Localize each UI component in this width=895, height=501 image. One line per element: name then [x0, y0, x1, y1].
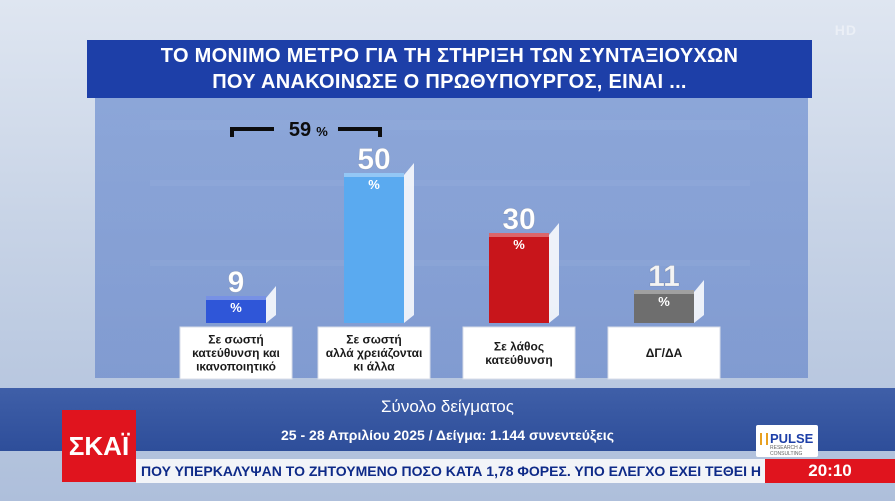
pulse-logo: PULSE RESEARCH & CONSULTING [756, 425, 818, 457]
category-box-border [607, 326, 721, 380]
value-label: 11 [648, 260, 680, 293]
hd-badge: HD [834, 22, 857, 38]
category-box [180, 327, 292, 379]
sample-label: Σύνολο δείγματος [381, 397, 514, 416]
category-label: αλλά χρειάζονται [326, 346, 423, 360]
category-label: Σε σωστή [346, 333, 401, 347]
value-unit: % [230, 300, 242, 315]
info-bar [0, 388, 895, 451]
channel-logo: ΣΚΑΪ [62, 410, 136, 482]
value-label: 50 [357, 143, 390, 176]
category-label: Σε σωστή [208, 333, 263, 347]
category-box [318, 327, 430, 379]
title-line-2: ΠΟΥ ΑΝΑΚΟΙΝΩΣΕ Ο ΠΡΩΘΥΠΟΥΡΓΟΣ, ΕΙΝΑΙ ... [212, 71, 687, 93]
bracket-line [230, 127, 382, 137]
bar [634, 290, 694, 323]
value-unit: % [513, 237, 525, 252]
chart-title: ΤΟ ΜΟΝΙΜΟ ΜΕΤΡΟ ΓΙΑ ΤΗ ΣΤΗΡΙΞΗ ΤΩΝ ΣΥΝΤΑ… [87, 40, 812, 98]
category-label: ΔΓ/ΔΑ [646, 346, 683, 360]
category-label: Σε λάθος [494, 339, 544, 353]
bracket-value: 59 [289, 119, 311, 141]
pulse-logo-text: PULSE [770, 431, 814, 446]
category-box-border [179, 326, 293, 380]
pulse-mark-icon [760, 433, 768, 445]
bracket-unit: % [316, 124, 328, 139]
category-label: ικανοποιητικό [196, 360, 276, 374]
category-box-border [317, 326, 431, 380]
category-label: κατεύθυνση [485, 353, 552, 367]
value-label: 30 [502, 203, 535, 236]
bar-highlight [206, 296, 266, 300]
value-label: 9 [228, 266, 245, 299]
bar-side [549, 223, 559, 323]
value-unit: % [368, 177, 380, 192]
bar-side [266, 286, 276, 323]
bar-highlight [344, 173, 404, 177]
category-box [463, 327, 575, 379]
bar [489, 233, 549, 323]
bar-highlight [489, 233, 549, 237]
bar-side [404, 163, 414, 323]
clock: 20:10 [765, 459, 895, 483]
ticker-text: ΠΟΥ ΥΠΕΡΚΑΛΥΨΑΝ ΤΟ ΖΗΤΟΥΜΕΝΟ ΠΟΣΟ ΚΑΤΑ 1… [141, 463, 777, 479]
bar [344, 173, 404, 323]
category-label: κι άλλα [353, 360, 395, 374]
category-label: κατεύθυνση και [192, 346, 280, 360]
category-box-border [462, 326, 576, 380]
bar [206, 296, 266, 323]
bar-highlight [634, 290, 694, 294]
sample-info: 25 - 28 Απριλίου 2025 / Δείγμα: 1.144 συ… [281, 427, 614, 443]
value-unit: % [658, 294, 670, 309]
title-line-1: ΤΟ ΜΟΝΙΜΟ ΜΕΤΡΟ ΓΙΑ ΤΗ ΣΤΗΡΙΞΗ ΤΩΝ ΣΥΝΤΑ… [160, 45, 739, 67]
bar-side [694, 280, 704, 323]
category-box [608, 327, 720, 379]
pulse-logo-subtitle: RESEARCH & CONSULTING [770, 445, 803, 457]
